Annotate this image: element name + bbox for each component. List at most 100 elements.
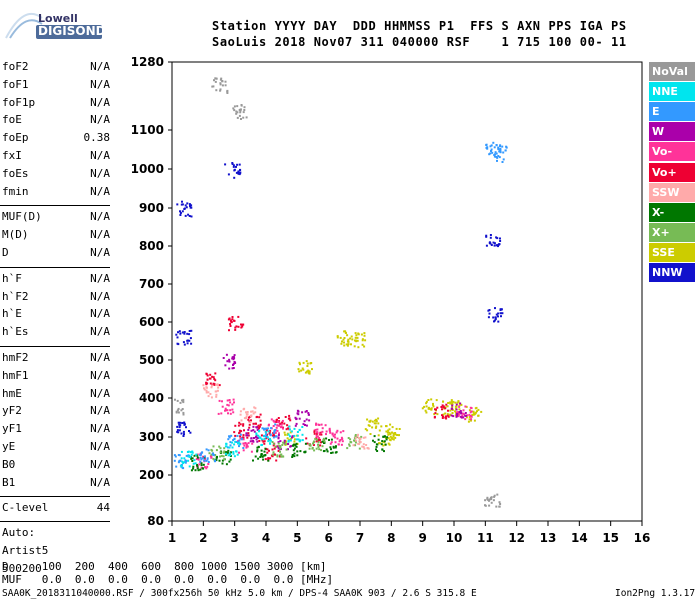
data-point [267,459,270,462]
data-point [272,444,275,447]
data-point [205,386,208,389]
data-point [485,146,488,149]
data-point [236,116,239,119]
data-point [295,438,298,441]
data-point [457,415,460,418]
data-point [176,342,179,345]
data-point [441,408,443,411]
param-value: N/A [90,166,110,180]
data-point [261,439,264,442]
data-point [373,435,376,438]
legend-item-vo: Vo+ [649,162,695,182]
data-point [361,445,364,448]
y-tick-label: 700 [139,277,164,291]
data-point [442,413,445,416]
data-point [296,431,299,433]
data-point [361,343,364,346]
data-point [199,460,202,463]
data-point [212,382,215,385]
data-point [252,412,255,415]
data-point [472,413,475,416]
data-point [336,437,339,440]
data-point [219,447,222,450]
data-point [262,458,265,461]
data-point [242,442,245,445]
data-point [455,405,458,408]
param-row-hf2: h`F2 N/A [2,290,110,306]
data-point [486,496,489,499]
parameter-panel: foF2 N/A foF1 N/A foF1p N/A foE N/A foEp 0.38 fxI N… [0,0,112,575]
data-point [307,412,310,414]
data-point [229,325,232,327]
param-value: N/A [90,404,110,418]
data-point [385,425,388,428]
param-name: foF1 [2,77,29,91]
data-point [364,339,367,342]
data-point [375,420,378,423]
data-point [190,204,193,207]
param-name: foE [2,113,22,127]
data-point [219,82,222,85]
data-point [451,412,454,414]
data-point [229,452,232,455]
data-point [196,454,199,457]
data-point [461,412,464,415]
data-point [243,109,246,111]
data-point [291,456,294,458]
data-point [176,399,179,402]
data-point [368,424,371,427]
data-point [459,402,462,405]
data-point [457,400,460,403]
data-point [185,206,188,209]
data-point [176,429,179,432]
data-point [313,432,316,435]
data-point [178,426,181,429]
data-point [182,413,185,416]
data-point [244,442,247,445]
data-point [232,439,235,442]
data-point [307,371,310,374]
data-point [207,391,210,394]
data-point [358,440,361,443]
data-point [301,426,304,428]
data-point [371,426,374,429]
data-point [258,416,261,419]
data-point [251,440,254,442]
data-point [200,462,203,465]
data-point [224,409,226,412]
data-point [275,435,277,438]
param-value: N/A [90,113,110,127]
data-point [247,428,250,431]
data-point [458,411,461,414]
data-point [271,453,274,456]
data-point [303,420,306,423]
data-point [374,419,376,422]
data-point [451,403,453,406]
data-point [276,424,279,427]
data-point [433,413,436,416]
data-point [366,447,369,450]
data-point [233,354,236,357]
data-point [372,439,374,442]
data-point [462,409,465,412]
data-point [301,439,304,442]
data-point [469,411,472,414]
data-point [263,435,265,438]
data-point [212,453,215,456]
data-point [256,428,259,431]
data-point [383,440,386,443]
data-point [288,425,291,428]
data-point [391,437,394,440]
data-point [287,417,290,420]
data-point [307,369,310,372]
data-point [253,430,256,433]
data-point [492,241,495,244]
data-point [182,398,185,401]
data-point [292,449,295,452]
data-point [458,411,461,413]
data-point [342,338,345,341]
data-point [304,450,307,453]
data-point [232,164,235,167]
data-point [178,330,181,333]
data-point [273,442,276,445]
